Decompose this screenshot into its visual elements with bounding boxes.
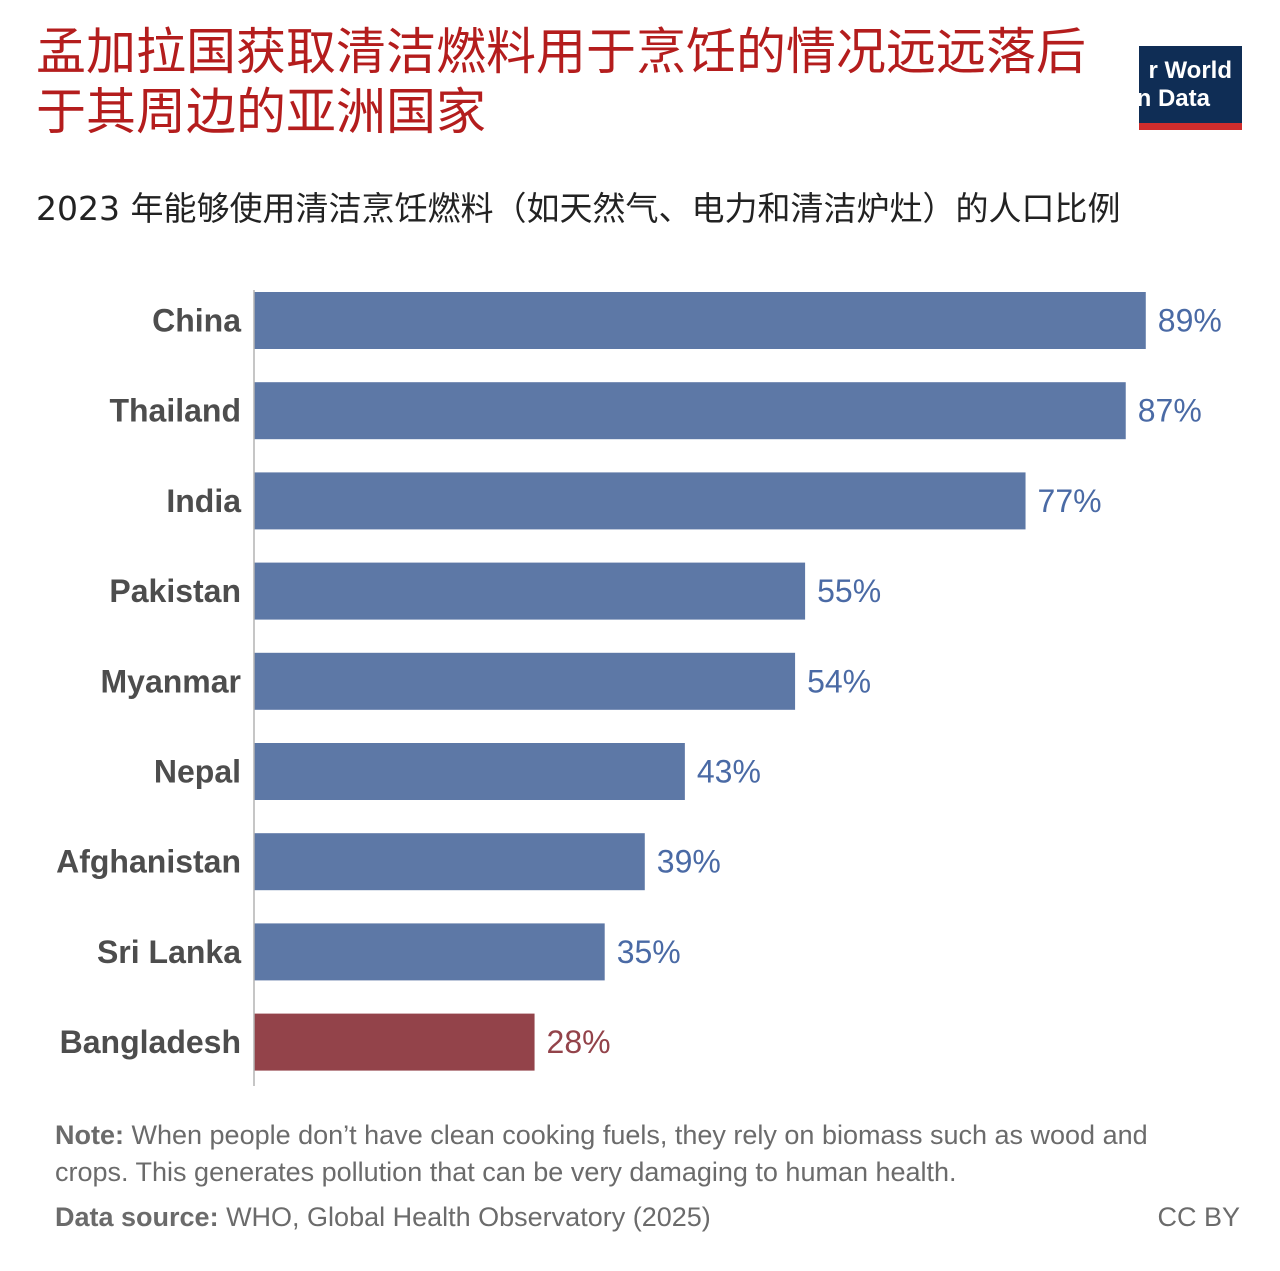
logo-line-1: r World [1148, 57, 1232, 84]
value-label: 87% [1138, 393, 1202, 429]
bar-afghanistan [254, 833, 645, 891]
bar-india [254, 472, 1026, 530]
category-label: Nepal [154, 754, 241, 790]
bar-sri-lanka [254, 923, 605, 981]
category-label: Thailand [109, 393, 241, 429]
value-label: 55% [817, 573, 881, 609]
our-world-in-data-logo[interactable]: r World n Data [1139, 46, 1242, 130]
license-link[interactable]: CC BY [1157, 1202, 1240, 1232]
value-label: 35% [617, 934, 681, 970]
note-text: When people don’t have clean cooking fue… [55, 1120, 1148, 1187]
value-label: 54% [807, 663, 871, 699]
bar-pakistan [254, 562, 806, 620]
value-label: 77% [1038, 483, 1102, 519]
bar-bangladesh [254, 1013, 535, 1071]
bar-thailand [254, 382, 1126, 440]
logo-accent-bar [1139, 123, 1242, 130]
bars-layer: China 89% Thailand 87% India 77% Pakistan 55% My… [56, 292, 1222, 1071]
category-label: Myanmar [101, 663, 242, 699]
bar-china [254, 292, 1146, 349]
bar-myanmar [254, 652, 796, 710]
value-label: 28% [547, 1024, 611, 1060]
value-label: 39% [657, 844, 721, 880]
value-label: 89% [1158, 303, 1222, 339]
chart-note: Note: When people don’t have clean cooki… [55, 1117, 1225, 1191]
category-label: India [166, 483, 241, 519]
category-label: Pakistan [109, 573, 241, 609]
data-source-text: WHO, Global Health Observatory (2025) [218, 1202, 711, 1232]
bar-chart: China 89% Thailand 87% India 77% Pakistan 55% My… [56, 290, 1222, 1086]
value-label: 43% [697, 754, 761, 790]
bar-nepal [254, 743, 685, 800]
category-label: Sri Lanka [97, 934, 241, 970]
note-label: Note: [55, 1120, 124, 1150]
category-label: Afghanistan [56, 844, 241, 880]
category-label: China [152, 303, 241, 339]
chart-title: 孟加拉国获取清洁燃料用于烹饪的情况远远落后于其周边的亚洲国家 [36, 23, 1086, 141]
logo-line-2: n Data [1139, 85, 1210, 112]
chart-subtitle: 2023 年能够使用清洁烹饪燃料（如天然气、电力和清洁炉灶）的人口比例 [36, 189, 1121, 228]
data-source: Data source: WHO, Global Health Observat… [55, 1199, 711, 1236]
data-source-label: Data source: [55, 1202, 219, 1232]
category-label: Bangladesh [60, 1024, 241, 1060]
